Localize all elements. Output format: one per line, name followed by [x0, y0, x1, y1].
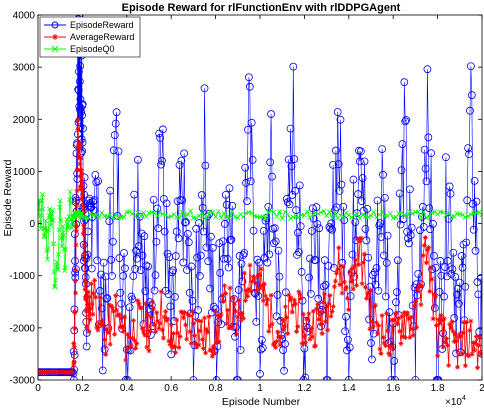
x-tick-label: 0.8 [209, 383, 223, 394]
legend-marker [52, 34, 58, 40]
x-tick-label: 0.2 [75, 383, 89, 394]
y-tick-label: 3000 [13, 63, 36, 74]
y-tick-label: 4000 [13, 11, 36, 22]
x-tick-label: 1.4 [342, 383, 356, 394]
x-tick-label: 0.4 [120, 383, 134, 394]
series-averagereward [38, 117, 482, 375]
legend-marker [51, 45, 59, 53]
y-tick-label: 1000 [13, 167, 36, 178]
series-markers-episodeq0 [38, 189, 482, 290]
series-markers-averagereward [38, 117, 482, 375]
x-tick-label: 1 [257, 383, 263, 394]
x-tick-label: 0 [35, 383, 41, 394]
legend-label: EpisodeQ0 [70, 44, 115, 54]
legend-label: AverageReward [70, 32, 134, 42]
axes: 0 0.2 0.4 0.6 0.8 1 1.2 1.4 1.6 1.8 2 -3000 -2000 -10… [9, 11, 484, 395]
y-tick-label: -2000 [9, 323, 35, 334]
y-tick-label: 0 [29, 219, 35, 230]
series-episodeq0 [38, 189, 482, 290]
y-tick-label: -3000 [9, 376, 35, 387]
x-exponent-base: ×10 [445, 397, 462, 408]
x-tick-label: 1.6 [386, 383, 400, 394]
x-axis-label: Episode Number [222, 396, 301, 408]
x-exponent-power: 4 [462, 395, 466, 402]
series-line-averagereward [38, 119, 482, 373]
y-tick-label: -1000 [9, 271, 35, 282]
plot-area [38, 15, 482, 380]
series-line-episodereward [38, 15, 482, 380]
x-tick-label: 1.8 [431, 383, 445, 394]
legend-marker [51, 21, 59, 29]
chart-title: Episode Reward for rlFunctionEnv with rl… [122, 2, 401, 14]
y-tick-label: 2000 [13, 115, 36, 126]
x-tick-label: 1.2 [297, 383, 311, 394]
x-tick-label: 0.6 [164, 383, 178, 394]
legend-label: EpisodeReward [70, 20, 134, 30]
legend: EpisodeReward AverageReward EpisodeQ0 [39, 16, 141, 58]
y-axis-label: Episode Reward [2, 159, 14, 236]
x-exponent-label: ×104 [445, 395, 466, 408]
x-tick-label: 2 [479, 383, 484, 394]
